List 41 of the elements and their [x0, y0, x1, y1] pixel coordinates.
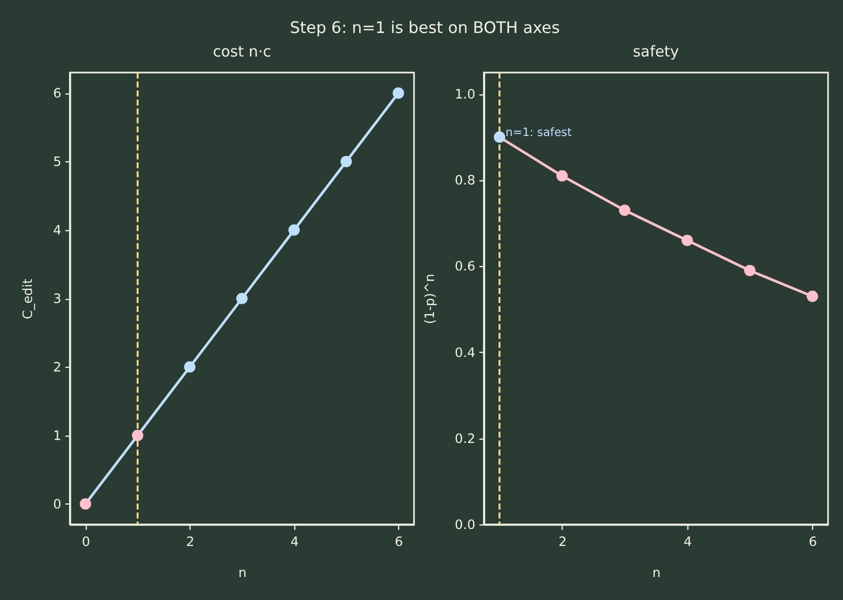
- annotation: n=1: safest: [505, 125, 572, 140]
- x-tick-label: 4: [684, 534, 692, 550]
- y-tick-label: 2: [53, 360, 62, 376]
- x-tick-label: 2: [558, 534, 567, 550]
- y-tick-label: 3: [53, 292, 62, 307]
- y-tick-label: 0: [53, 497, 62, 512]
- y-tick-label: 4: [53, 224, 62, 239]
- text: Step 6: n=1 is best on BOTH axes: [290, 18, 560, 37]
- y-tick-label: 0.4: [454, 346, 476, 361]
- point: [682, 234, 693, 246]
- y-axis-title: (1-p)^n: [422, 274, 438, 324]
- x-tick-label: 6: [394, 534, 403, 550]
- x-tick-label: 6: [808, 534, 818, 550]
- point: [80, 498, 92, 510]
- point: [618, 204, 630, 216]
- x-axis-title: n: [238, 566, 247, 581]
- y-tick-label: 1: [53, 428, 62, 444]
- y-tick-label: 0.0: [454, 518, 476, 533]
- x-tick-label: 4: [290, 534, 299, 550]
- x-tick-label: 2: [186, 534, 194, 550]
- point: [392, 87, 404, 99]
- point: [806, 290, 818, 302]
- y-axis-title: C_edit: [21, 278, 36, 320]
- y-tick-label: 5: [53, 155, 62, 170]
- chart-title: safety: [632, 42, 680, 61]
- x-tick-label: 0: [82, 534, 90, 550]
- y-tick-label: 0.2: [454, 432, 476, 447]
- point: [236, 292, 248, 304]
- point: [288, 224, 300, 236]
- chart-title: cost n·c: [212, 42, 272, 61]
- point: [132, 430, 144, 442]
- point: [556, 170, 568, 182]
- point: [340, 156, 352, 168]
- y-tick-label: 0.6: [454, 260, 476, 275]
- y-tick-label: 6: [53, 86, 62, 102]
- point: [494, 131, 506, 143]
- point: [744, 264, 756, 276]
- x-axis-title: n: [652, 566, 661, 581]
- y-tick-label: 1.0: [454, 88, 476, 103]
- y-tick-label: 0.8: [454, 174, 476, 189]
- point: [184, 361, 196, 373]
